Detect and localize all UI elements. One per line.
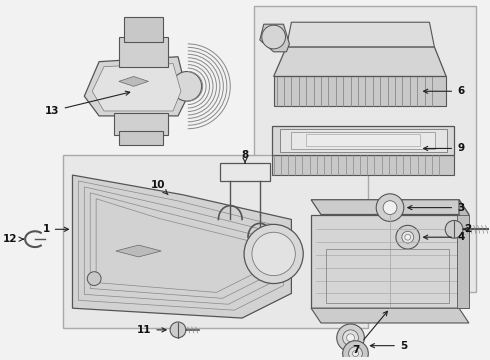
Polygon shape xyxy=(459,200,469,308)
Text: 10: 10 xyxy=(151,180,168,195)
Bar xyxy=(220,163,270,181)
Polygon shape xyxy=(119,76,148,86)
Text: 6: 6 xyxy=(423,86,465,96)
Bar xyxy=(271,156,454,175)
Circle shape xyxy=(343,330,359,346)
Circle shape xyxy=(343,341,368,360)
Circle shape xyxy=(172,72,202,101)
Bar xyxy=(119,131,163,145)
Text: 3: 3 xyxy=(408,203,465,213)
Polygon shape xyxy=(73,175,292,318)
Text: 9: 9 xyxy=(423,143,464,153)
Text: 2: 2 xyxy=(464,224,471,234)
Polygon shape xyxy=(287,22,434,47)
Polygon shape xyxy=(273,47,446,76)
Circle shape xyxy=(376,194,404,221)
Circle shape xyxy=(348,347,363,360)
Bar xyxy=(292,132,435,149)
Bar xyxy=(280,129,447,152)
Bar xyxy=(273,76,446,106)
Text: 11: 11 xyxy=(137,325,166,335)
Polygon shape xyxy=(311,200,469,215)
Circle shape xyxy=(445,220,463,238)
Text: 5: 5 xyxy=(370,341,407,351)
Bar xyxy=(114,113,168,135)
Text: 7: 7 xyxy=(352,311,388,355)
Circle shape xyxy=(252,232,295,276)
Bar xyxy=(254,6,476,292)
Circle shape xyxy=(170,322,186,338)
Polygon shape xyxy=(116,245,161,257)
Circle shape xyxy=(396,225,419,249)
Circle shape xyxy=(337,324,365,352)
Polygon shape xyxy=(84,57,188,116)
Text: 13: 13 xyxy=(45,91,130,116)
Text: 12: 12 xyxy=(3,234,24,244)
Bar xyxy=(63,156,368,328)
Circle shape xyxy=(87,272,101,285)
Text: 1: 1 xyxy=(43,224,69,234)
Circle shape xyxy=(262,25,286,49)
Bar xyxy=(124,17,163,42)
Polygon shape xyxy=(92,64,181,111)
Bar xyxy=(326,249,449,303)
Bar xyxy=(306,134,419,147)
Circle shape xyxy=(244,224,303,284)
Circle shape xyxy=(402,231,414,243)
Text: 4: 4 xyxy=(423,232,465,242)
Circle shape xyxy=(405,234,411,240)
Text: 8: 8 xyxy=(242,150,248,163)
Circle shape xyxy=(352,351,359,356)
Bar xyxy=(119,37,168,67)
Polygon shape xyxy=(260,24,290,52)
Polygon shape xyxy=(457,215,469,308)
Circle shape xyxy=(383,201,397,215)
Polygon shape xyxy=(311,308,469,323)
Circle shape xyxy=(346,334,354,342)
Bar xyxy=(311,215,459,308)
Bar xyxy=(271,126,454,156)
